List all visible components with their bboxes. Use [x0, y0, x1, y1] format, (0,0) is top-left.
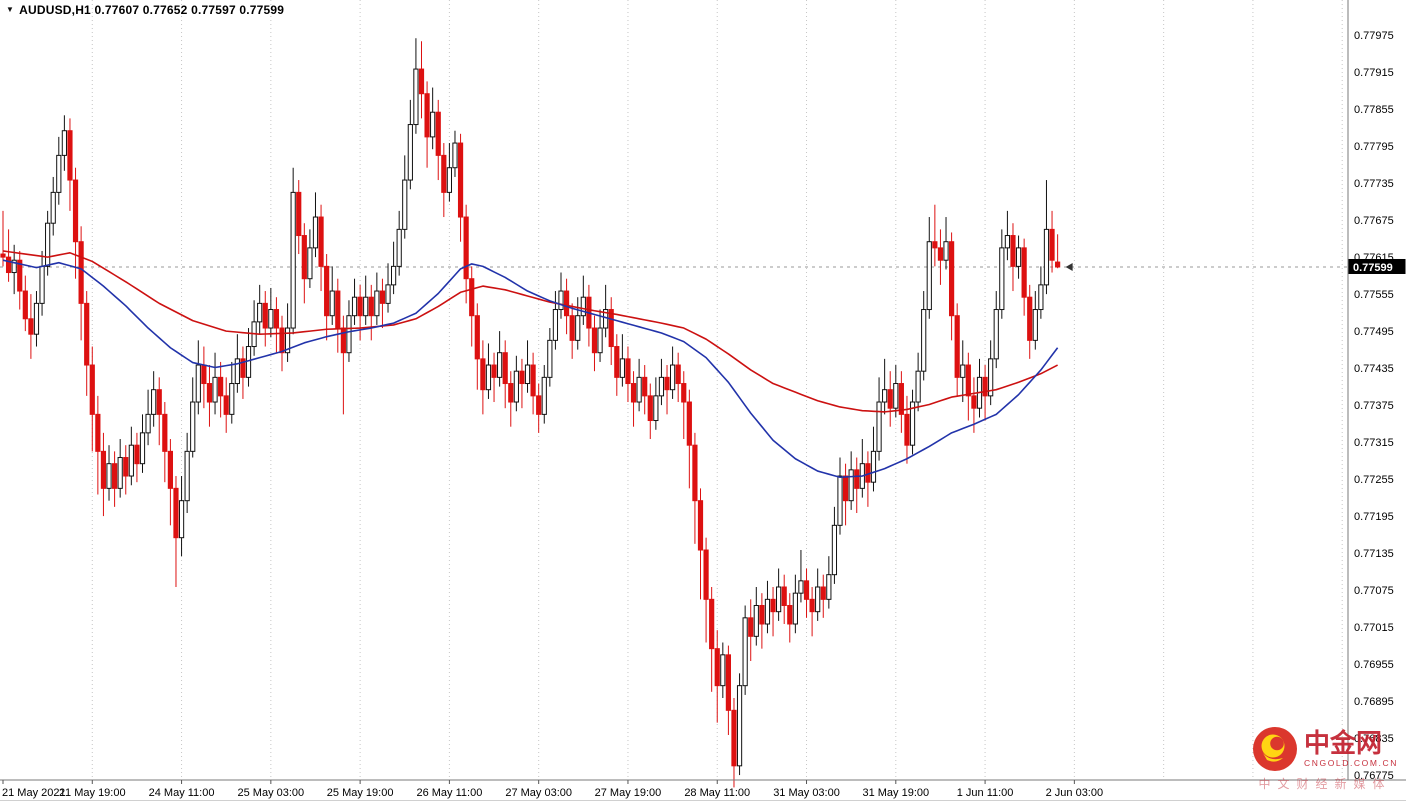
- svg-text:28 May 11:00: 28 May 11:00: [684, 787, 750, 799]
- svg-text:0.77495: 0.77495: [1354, 326, 1394, 338]
- svg-text:24 May 11:00: 24 May 11:00: [149, 787, 215, 799]
- svg-text:0.77735: 0.77735: [1354, 178, 1394, 190]
- svg-text:31 May 03:00: 31 May 03:00: [773, 787, 840, 799]
- svg-text:27 May 19:00: 27 May 19:00: [595, 787, 662, 799]
- candles: [0, 38, 1061, 788]
- chart-marker-icon: ▼: [6, 4, 15, 14]
- svg-text:0.76835: 0.76835: [1354, 733, 1394, 745]
- watermark-domain: CNGOLD.COM.CN: [1304, 758, 1398, 769]
- svg-text:0.76955: 0.76955: [1354, 659, 1394, 671]
- svg-text:0.77015: 0.77015: [1354, 622, 1394, 634]
- svg-text:0.76895: 0.76895: [1354, 696, 1394, 708]
- svg-text:2 Jun 03:00: 2 Jun 03:00: [1046, 787, 1104, 799]
- svg-text:25 May 03:00: 25 May 03:00: [238, 787, 305, 799]
- svg-text:26 May 11:00: 26 May 11:00: [416, 787, 482, 799]
- cngold-watermark: 中金网 CNGOLD.COM.CN 中文财经新媒体: [1252, 726, 1398, 792]
- watermark-tagline: 中文财经新媒体: [1258, 777, 1392, 791]
- svg-text:27 May 03:00: 27 May 03:00: [505, 787, 572, 799]
- svg-text:31 May 19:00: 31 May 19:00: [862, 787, 929, 799]
- svg-text:0.77435: 0.77435: [1354, 363, 1394, 375]
- price-axis[interactable]: 0.77975 0.77915 0.77855 0.77795 0.77735 0.776…: [1354, 30, 1394, 782]
- svg-text:0.77555: 0.77555: [1354, 289, 1394, 301]
- svg-text:21 May 19:00: 21 May 19:00: [59, 787, 126, 799]
- svg-text:0.77135: 0.77135: [1354, 548, 1394, 560]
- symbol-ohlc-label: AUDUSD,H1 0.77607 0.77652 0.77597 0.7759…: [19, 3, 285, 17]
- svg-text:0.77375: 0.77375: [1354, 400, 1394, 412]
- current-price-badge: 0.77599: [1348, 258, 1406, 274]
- svg-text:0.77975: 0.77975: [1354, 30, 1394, 42]
- svg-text:0.77599: 0.77599: [1353, 262, 1393, 274]
- current-price-arrow-icon: [1065, 262, 1073, 271]
- svg-text:0.77195: 0.77195: [1354, 511, 1394, 523]
- ma-fast-red: [2, 250, 1058, 413]
- svg-text:0.77855: 0.77855: [1354, 104, 1394, 116]
- svg-text:0.77795: 0.77795: [1354, 141, 1394, 153]
- chart-title-bar: ▼ AUDUSD,H1 0.77607 0.77652 0.77597 0.77…: [6, 3, 284, 17]
- svg-text:0.77675: 0.77675: [1354, 215, 1394, 227]
- svg-text:1 Jun 11:00: 1 Jun 11:00: [957, 787, 1014, 799]
- svg-text:0.77315: 0.77315: [1354, 437, 1394, 449]
- svg-text:0.76775: 0.76775: [1354, 770, 1394, 782]
- svg-text:0.77915: 0.77915: [1354, 67, 1394, 79]
- svg-text:25 May 19:00: 25 May 19:00: [327, 787, 394, 799]
- svg-text:21 May 2021: 21 May 2021: [2, 787, 66, 799]
- watermark-brand: 中金网: [1304, 727, 1383, 758]
- svg-text:0.77075: 0.77075: [1354, 585, 1394, 597]
- svg-text:0.77255: 0.77255: [1354, 474, 1394, 486]
- ma-slow-blue: [2, 259, 1059, 479]
- cngold-logo-icon: [1253, 727, 1297, 771]
